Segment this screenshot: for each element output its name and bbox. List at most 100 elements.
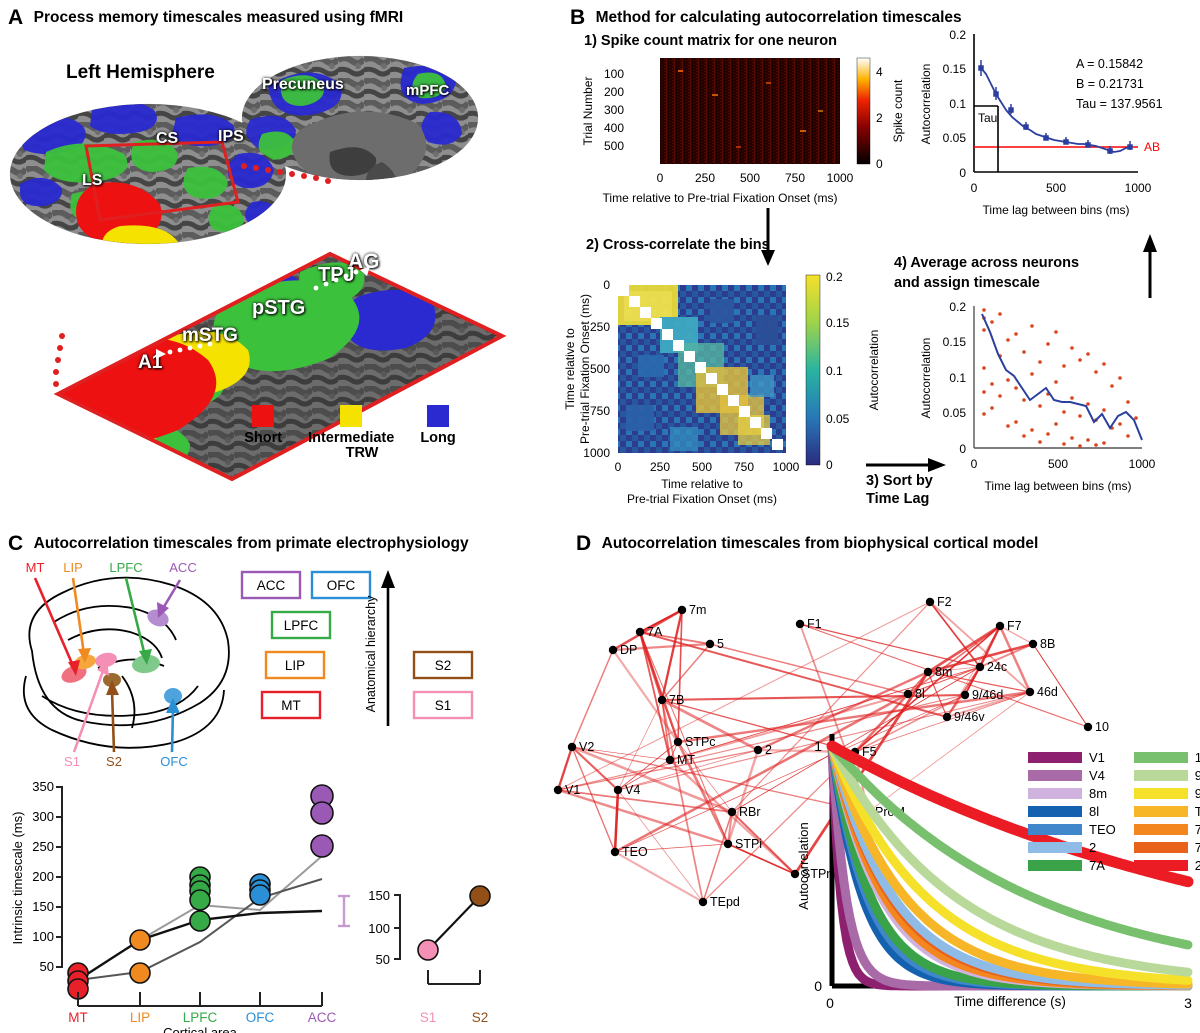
c-ytick-300: 300 <box>32 809 54 824</box>
network-node-v4 <box>613 785 623 795</box>
network-node-label: STPc <box>685 735 716 749</box>
network-node-label: F7 <box>1007 619 1022 633</box>
legend-label: TEpd <box>1194 804 1200 819</box>
network-nodes: 7m F2 7A F1 F7 DP 5 8B 8m 24c 8l 46d 9/46d 7B 9/46v STP… <box>553 595 1109 909</box>
c-errorbar-acc <box>338 894 350 928</box>
hier-box-s1: S1 <box>435 698 452 713</box>
network-node-label: 7A <box>647 625 663 639</box>
legend-item-v1: V1 <box>1028 750 1116 765</box>
network-node-7a <box>635 627 645 637</box>
network-node-stpi <box>723 839 733 849</box>
network-node-label: V2 <box>579 740 594 754</box>
fit-ytick-4: 0.2 <box>949 28 966 42</box>
hier-box-ofc: OFC <box>327 578 356 593</box>
step4-title: 4) Average across neurons and assign tim… <box>894 255 1080 291</box>
fit-ytick-0: 0 <box>959 166 966 180</box>
fit-xtick-1: 500 <box>1046 181 1066 195</box>
spike-ytick-3: 400 <box>604 121 624 135</box>
panel-a-letter: A <box>8 6 24 29</box>
panel-b-letter: B <box>570 6 586 29</box>
network-node-stpr <box>790 869 800 879</box>
legend-swatch-8l <box>1028 806 1082 817</box>
panel-a-process-memory: A Process memory timescales measured usi… <box>0 0 560 520</box>
network-node-label: TEO <box>622 845 648 859</box>
network-node-8m <box>923 667 933 677</box>
legend-swatch-10 <box>1133 752 1188 763</box>
c-xtick-mt: MT <box>68 1010 88 1025</box>
decay-ytick-1: 1 <box>814 738 822 754</box>
legend-item-v4: V4 <box>1028 768 1116 783</box>
avg-ylabel: Autocorrelation <box>919 338 933 419</box>
network-node-46d <box>1025 687 1035 697</box>
hier-box-mt: MT <box>281 698 301 713</box>
legend-swatch-7m <box>1133 824 1188 835</box>
c-data-points <box>67 784 334 1000</box>
legend-trw-label: TRW <box>345 445 379 461</box>
anatomical-hierarchy-legend: ACC OFC LPFC LIP MT S2 S1 Anatomical hie… <box>240 570 474 726</box>
avg-scatter-points <box>982 308 1138 448</box>
decay-curve-tepd <box>827 741 1193 989</box>
legend-swatch-short <box>252 405 275 427</box>
point-lip <box>129 929 151 951</box>
cc-xtick-3: 750 <box>734 460 754 474</box>
spike-colorbar <box>856 57 871 165</box>
fit-ytick-2: 0.1 <box>949 97 966 111</box>
spike-xlabel: Time relative to Pre-trial Fixation Onse… <box>603 191 838 205</box>
legend-swatch-intermediate <box>340 405 363 427</box>
legend-item-9-46d: 9/46d <box>1133 786 1200 801</box>
legend-swatch-9-46v <box>1133 770 1188 781</box>
cc-cbar-label: Autocorrelation <box>867 330 881 411</box>
spike-cbar-tick-2: 4 <box>876 65 883 79</box>
spike-xtick-0: 0 <box>657 171 664 185</box>
step2-title: 2) Cross-correlate the bins <box>586 237 770 253</box>
cc-colorbar <box>805 274 821 466</box>
network-node-label: 8l <box>915 687 925 701</box>
legend-label: 10 <box>1194 750 1200 765</box>
point-lpfc <box>189 889 211 911</box>
legend-label: 7B <box>1194 840 1200 855</box>
hier-box-lpfc: LPFC <box>284 618 319 633</box>
fit-annotation-tau: Tau = 137.9561 <box>1076 97 1163 111</box>
network-node-dp <box>608 645 618 655</box>
panel-d-letter: D <box>576 532 592 555</box>
legend-swatch-24c <box>1133 860 1188 871</box>
hemisphere-title: Left Hemisphere <box>66 62 215 83</box>
point-s1 <box>417 939 439 961</box>
cc-xtick-2: 500 <box>692 460 712 474</box>
legend-swatch-tepd <box>1133 806 1188 817</box>
spike-ytick-1: 200 <box>604 85 624 99</box>
legend-label: 7m <box>1194 822 1200 837</box>
panel-c-header: C Autocorrelation timescales from primat… <box>8 532 469 556</box>
network-node-label: DP <box>620 643 637 657</box>
point-ofc <box>249 884 271 906</box>
avg-ytick-3: 0.15 <box>943 335 967 349</box>
c-ytick-200: 200 <box>32 869 54 884</box>
legend-swatch-teo <box>1028 824 1082 835</box>
legend-label: 24c <box>1194 858 1200 873</box>
panel-c-title: Autocorrelation timescales from primate … <box>33 535 469 552</box>
spike-cbar-label: Spike count <box>891 79 905 142</box>
decay-curve-24c <box>826 740 1194 888</box>
c-inset-ytick-50: 50 <box>376 952 390 967</box>
tau-label: Tau <box>978 111 997 125</box>
panel-d-title: Autocorrelation timescales from biophysi… <box>601 535 1039 552</box>
brain-arrow-label-mt: MT <box>26 560 45 575</box>
cross-correlation-matrix-plot: 0 250 500 750 1000 Time relative to Pre-… <box>563 270 881 506</box>
panel-d-biophysical-model: D Autocorrelation timescales from biophy… <box>500 528 1200 1033</box>
spike-ytick-2: 300 <box>604 103 624 117</box>
network-node-label: STPi <box>735 837 762 851</box>
c-ytick-350: 350 <box>32 779 54 794</box>
network-node-f7 <box>995 621 1005 631</box>
legend-label: 7A <box>1089 858 1105 873</box>
network-node-tepd <box>698 897 708 907</box>
network-node-label: F5 <box>862 745 877 759</box>
inset-region-outline <box>84 140 240 222</box>
legend-label: V1 <box>1089 750 1105 765</box>
c-xtick-lip: LIP <box>130 1010 150 1025</box>
fit-ytick-1: 0.05 <box>943 131 967 145</box>
cc-ytick-0: 0 <box>603 278 610 292</box>
network-node-mt <box>665 755 675 765</box>
cc-ytick-2: 500 <box>590 362 610 376</box>
network-node-label: 46d <box>1037 685 1058 699</box>
avg-xtick-1: 500 <box>1048 457 1068 471</box>
